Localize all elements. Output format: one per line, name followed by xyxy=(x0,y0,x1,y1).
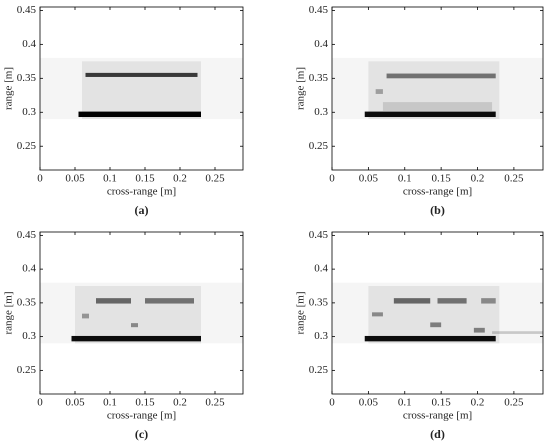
x-tick-label: 0.05 xyxy=(359,173,379,185)
x-tick-label: 0.15 xyxy=(432,173,452,185)
x-tick-label: 0 xyxy=(329,397,335,409)
x-tick-label: 0.2 xyxy=(173,397,187,409)
intensity-cell xyxy=(40,282,243,344)
panel-caption: (b) xyxy=(430,203,445,217)
x-tick-label: 0.15 xyxy=(432,397,452,409)
y-axis-label: range [m] xyxy=(3,291,15,334)
panel-caption: (a) xyxy=(135,203,149,217)
y-tick-label: 0.3 xyxy=(22,330,36,342)
intensity-cell xyxy=(332,57,543,120)
intensity-cell xyxy=(375,89,383,94)
x-tick-label: 0 xyxy=(37,173,43,185)
intensity-cell xyxy=(71,335,201,342)
y-tick-label: 0.45 xyxy=(17,4,37,16)
y-tick-label: 0.25 xyxy=(309,364,329,376)
intensity-cell xyxy=(473,327,485,333)
axes-frame xyxy=(331,6,544,171)
y-tick-label: 0.45 xyxy=(309,229,329,241)
intensity-cell xyxy=(386,73,496,79)
intensity-cell xyxy=(145,298,194,304)
intensity-cell xyxy=(492,331,543,334)
x-tick-label: 0.1 xyxy=(398,173,412,185)
intensity-cell xyxy=(364,335,496,342)
x-tick-label: 0.25 xyxy=(205,397,225,409)
intensity-cell xyxy=(75,286,201,344)
y-tick-label: 0.4 xyxy=(22,263,36,275)
y-axis-label: range [m] xyxy=(295,67,307,110)
x-tick-label: 0.2 xyxy=(471,397,485,409)
y-tick-label: 0.4 xyxy=(22,38,36,50)
intensity-cell xyxy=(40,57,243,120)
y-tick-label: 0.3 xyxy=(22,106,36,118)
x-axis-label: cross-range [m] xyxy=(107,410,176,422)
intensity-cell xyxy=(96,298,131,304)
x-axis-label: cross-range [m] xyxy=(403,410,472,422)
plot-area xyxy=(40,7,243,170)
x-tick-label: 0 xyxy=(37,397,43,409)
x-tick-label: 0.1 xyxy=(103,397,117,409)
x-tick-label: 0.15 xyxy=(135,173,155,185)
intensity-cell xyxy=(393,298,431,304)
x-axis-label: cross-range [m] xyxy=(107,186,176,198)
x-tick-label: 0.15 xyxy=(135,397,155,409)
intensity-cell xyxy=(368,61,500,120)
y-tick-label: 0.3 xyxy=(314,330,328,342)
plot-area xyxy=(332,7,543,170)
intensity-cell xyxy=(372,312,383,317)
y-tick-label: 0.3 xyxy=(314,106,328,118)
intensity-cell xyxy=(82,61,201,120)
intensity-cell xyxy=(78,111,201,118)
intensity-cell xyxy=(85,72,198,77)
x-tick-label: 0.2 xyxy=(173,173,187,185)
x-tick-label: 0.05 xyxy=(359,397,379,409)
panel-caption: (c) xyxy=(135,427,148,441)
y-axis-label: range [m] xyxy=(3,67,15,110)
axes-frame xyxy=(331,231,544,395)
y-tick-label: 0.35 xyxy=(309,296,329,308)
intensity-cell xyxy=(82,313,89,319)
intensity-cell xyxy=(131,323,138,328)
intensity-cell xyxy=(382,102,493,111)
y-axis-label: range [m] xyxy=(295,291,307,334)
intensity-cell xyxy=(364,111,496,118)
y-tick-label: 0.45 xyxy=(17,229,37,241)
x-tick-label: 0.2 xyxy=(471,173,485,185)
y-tick-label: 0.35 xyxy=(309,72,329,84)
y-tick-label: 0.35 xyxy=(17,72,37,84)
x-tick-label: 0.25 xyxy=(504,173,524,185)
intensity-cell xyxy=(437,298,467,304)
axes-frame xyxy=(39,231,244,395)
x-tick-label: 0.1 xyxy=(398,397,412,409)
panel-caption: (d) xyxy=(430,427,445,441)
x-tick-label: 0 xyxy=(329,173,335,185)
y-tick-label: 0.25 xyxy=(17,140,37,152)
y-tick-label: 0.4 xyxy=(314,263,328,275)
x-tick-label: 0.25 xyxy=(205,173,225,185)
intensity-cell xyxy=(368,286,500,344)
plot-area xyxy=(332,232,543,394)
x-tick-label: 0.05 xyxy=(65,397,85,409)
x-tick-label: 0.1 xyxy=(103,173,117,185)
intensity-cell xyxy=(481,298,496,304)
x-axis-label: cross-range [m] xyxy=(403,186,472,198)
intensity-cell xyxy=(430,322,442,328)
intensity-cell xyxy=(332,282,543,344)
y-tick-label: 0.25 xyxy=(17,364,37,376)
x-tick-label: 0.05 xyxy=(65,173,85,185)
plot-area xyxy=(40,232,243,394)
y-tick-label: 0.25 xyxy=(309,140,329,152)
x-tick-label: 0.25 xyxy=(504,397,524,409)
y-tick-label: 0.4 xyxy=(314,38,328,50)
y-tick-label: 0.35 xyxy=(17,296,37,308)
y-tick-label: 0.45 xyxy=(309,4,329,16)
axes-frame xyxy=(39,6,244,171)
